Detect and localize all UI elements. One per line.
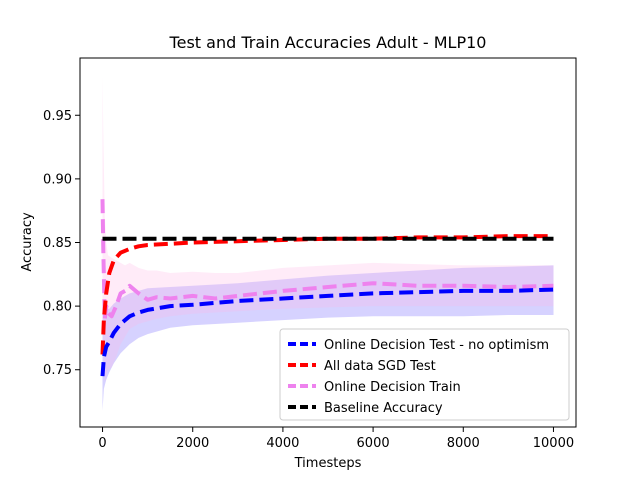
y-tick-label: 0.85	[43, 236, 72, 251]
series-lines	[100, 199, 554, 377]
online-decision-train-band	[102, 77, 554, 383]
online-decision-train-line	[100, 199, 554, 321]
all-data-sgd-test-legend-label: All data SGD Test	[324, 359, 436, 374]
x-tick-label: 4000	[266, 436, 299, 451]
x-tick-label: 10000	[533, 436, 574, 451]
y-axis-ticks: 0.75 0.80 0.85 0.90 0.95	[43, 109, 80, 378]
legend: Online Decision Test - no optimism All da…	[279, 328, 570, 421]
y-axis-label: Accuracy	[20, 212, 35, 272]
y-tick-label: 0.80	[43, 300, 72, 315]
x-axis-label: Timesteps	[294, 456, 362, 471]
x-axis-ticks: 0 2000 4000 6000 8000 10000	[98, 427, 574, 451]
x-tick-label: 8000	[447, 436, 480, 451]
y-tick-label: 0.90	[43, 172, 72, 187]
online-decision-test-no-optimism-legend-label: Online Decision Test - no optimism	[324, 338, 549, 353]
all-data-sgd-test-line	[100, 234, 554, 355]
chart-title: Test and Train Accuracies Adult - MLP10	[169, 33, 487, 52]
baseline-accuracy-legend-label: Baseline Accuracy	[324, 401, 443, 416]
online-decision-test-no-optimism-line	[100, 287, 554, 377]
confidence-bands	[102, 77, 554, 411]
x-tick-label: 2000	[176, 436, 209, 451]
y-tick-label: 0.75	[43, 363, 72, 378]
y-tick-label: 0.95	[43, 109, 72, 124]
x-tick-label: 6000	[357, 436, 390, 451]
legend-box	[279, 328, 570, 421]
online-decision-train-legend-label: Online Decision Train	[324, 380, 461, 395]
online-decision-test-no-optimism-band	[102, 265, 554, 411]
x-tick-label: 0	[98, 436, 106, 451]
